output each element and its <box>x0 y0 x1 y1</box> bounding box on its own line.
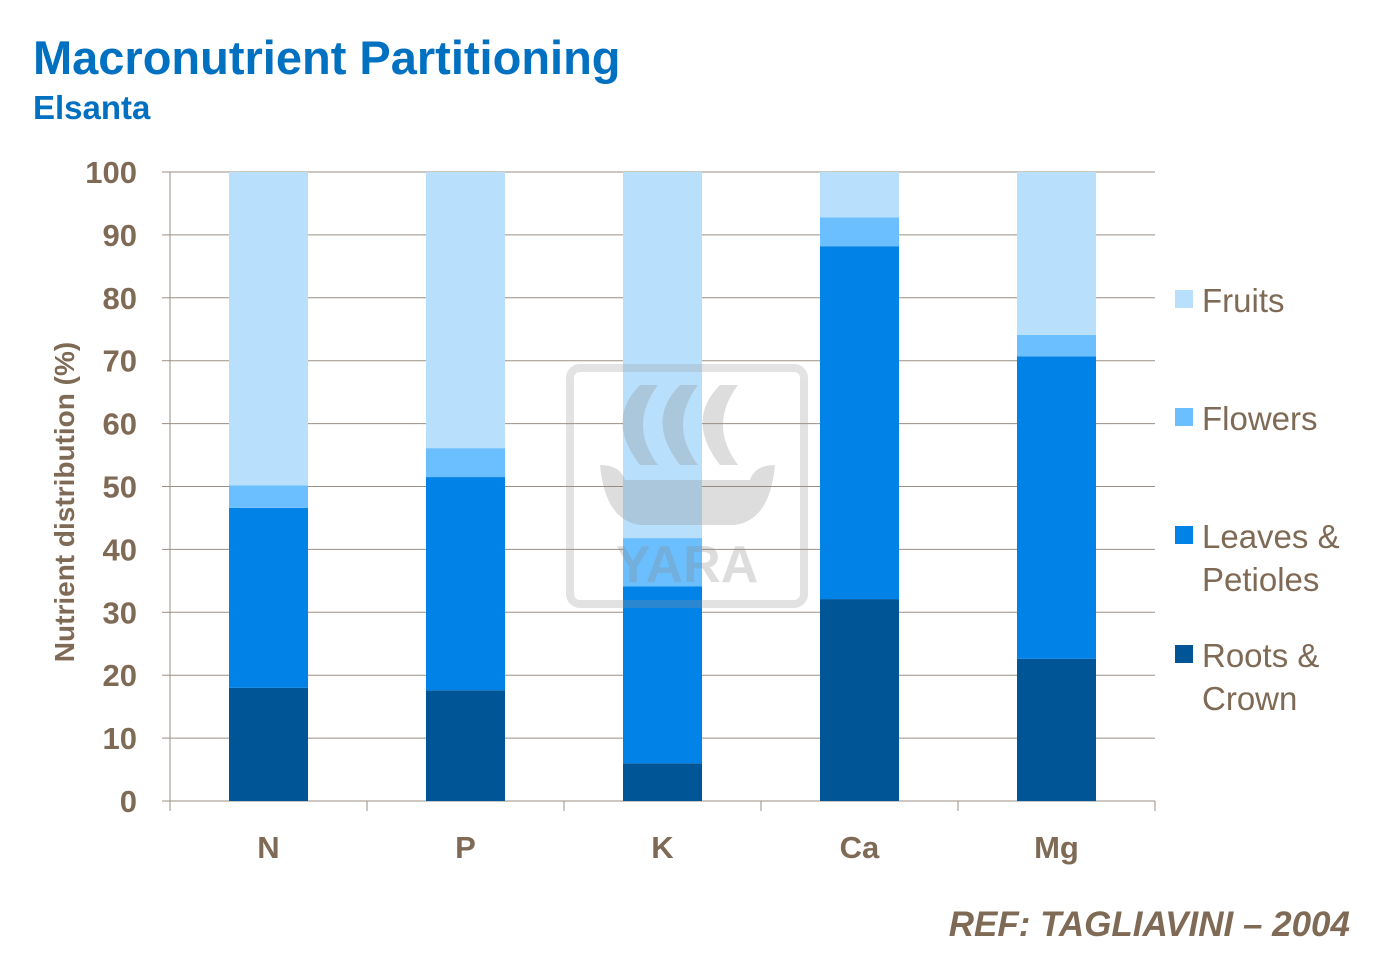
bar-segment-K-flowers <box>623 538 702 587</box>
reference-note: REF: TAGLIAVINI – 2004 <box>948 905 1350 944</box>
legend-label: Leaves & <box>1202 518 1340 555</box>
bar-segment-K-fruits <box>623 172 702 539</box>
svg-text:YARA: YARA <box>616 536 759 594</box>
x-tick-label: K <box>651 830 674 865</box>
bar-segment-Ca-fruits <box>820 172 899 218</box>
bar-segment-P-leaves-petioles <box>426 477 505 691</box>
y-tick-label: 100 <box>85 155 137 190</box>
y-tick-label: 0 <box>120 784 137 819</box>
legend-swatch <box>1175 645 1193 663</box>
y-tick-label: 50 <box>103 470 137 505</box>
legend-swatch <box>1175 290 1193 308</box>
legend-label: Petioles <box>1202 561 1319 598</box>
bar-segment-K-roots-crown <box>623 763 702 801</box>
yara-logo-watermark: YARA <box>566 364 808 608</box>
legend-label: Fruits <box>1202 282 1285 319</box>
y-tick-label: 30 <box>103 595 137 630</box>
legend-swatch <box>1175 526 1193 544</box>
bar-segment-Mg-leaves-petioles <box>1017 356 1096 659</box>
bar-segment-N-roots-crown <box>229 687 308 801</box>
y-tick-label: 10 <box>103 721 137 756</box>
x-tick-label: P <box>455 830 476 865</box>
x-tick-label: Ca <box>840 830 880 865</box>
chart-subtitle: Elsanta <box>33 89 151 126</box>
bar-segment-Mg-roots-crown <box>1017 658 1096 801</box>
x-tick-label: Mg <box>1034 830 1079 865</box>
bar-segment-Mg-flowers <box>1017 334 1096 357</box>
y-tick-label: 40 <box>103 532 137 567</box>
y-tick-label: 80 <box>103 281 137 316</box>
bar-segment-N-leaves-petioles <box>229 507 308 688</box>
legend-label: Roots & <box>1202 637 1319 674</box>
bar-segment-P-roots-crown <box>426 690 505 801</box>
bar-segment-Ca-flowers <box>820 217 899 247</box>
y-tick-label: 20 <box>103 658 137 693</box>
bar-segment-N-flowers <box>229 485 308 508</box>
chart-title: Macronutrient Partitioning <box>33 31 621 84</box>
legend-swatch <box>1175 408 1193 426</box>
bar-segment-P-fruits <box>426 172 505 449</box>
bar-segment-K-leaves-petioles <box>623 586 702 764</box>
y-axis-label: Nutrient distribution (%) <box>49 342 80 662</box>
bar-segment-N-fruits <box>229 172 308 486</box>
legend-label: Crown <box>1202 680 1297 717</box>
bar-segment-Ca-leaves-petioles <box>820 246 899 600</box>
y-tick-label: 90 <box>103 218 137 253</box>
y-tick-label: 60 <box>103 407 137 442</box>
bar-segment-Mg-fruits <box>1017 172 1096 335</box>
x-tick-label: N <box>257 830 279 865</box>
legend-label: Flowers <box>1202 400 1318 437</box>
y-tick-label: 70 <box>103 344 137 379</box>
bar-segment-Ca-roots-crown <box>820 599 899 801</box>
bar-segment-P-flowers <box>426 448 505 478</box>
